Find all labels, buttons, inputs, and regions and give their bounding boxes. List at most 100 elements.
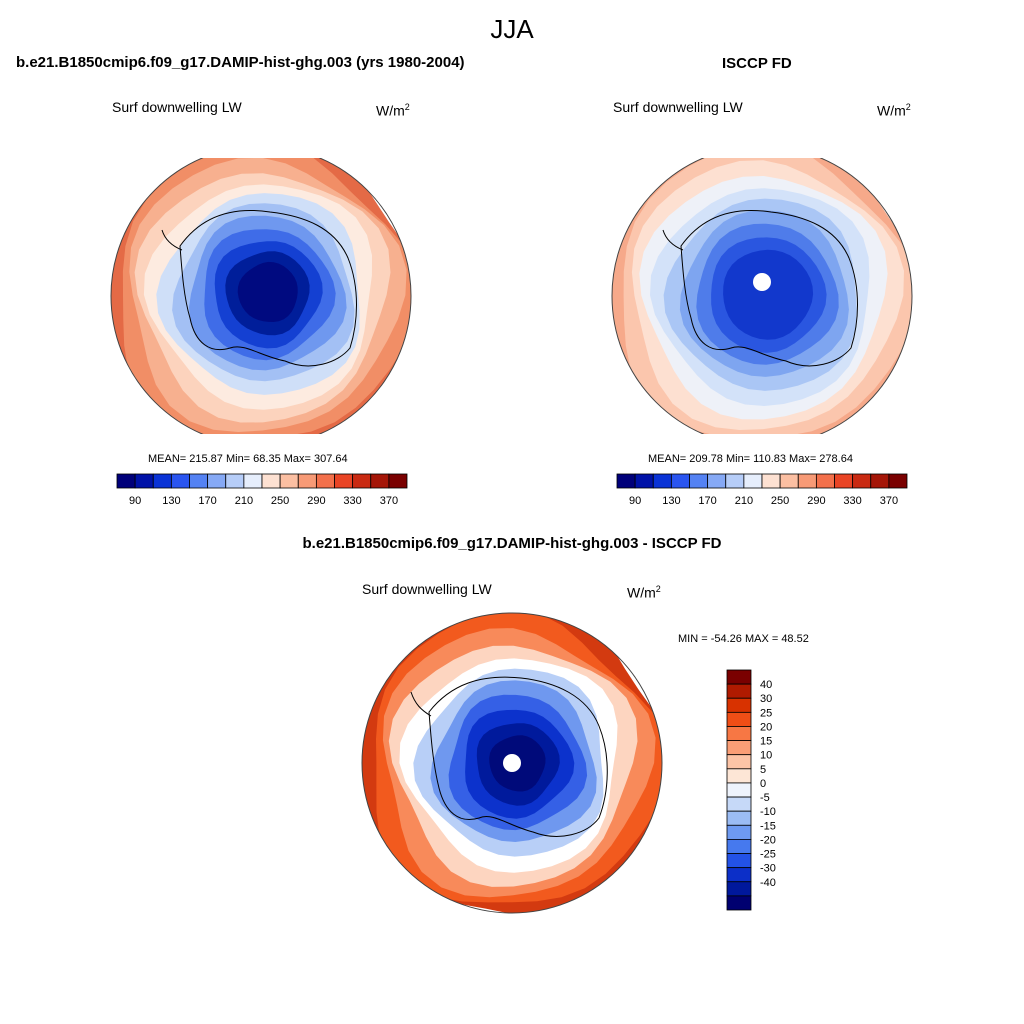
diff-colorbar-box-9	[726, 796, 752, 812]
model-colorbar-box-8	[261, 473, 281, 489]
model-colorbar-tick-label: 210	[235, 495, 253, 507]
obs-unit-exponent: 2	[905, 102, 911, 112]
model-unit-base: W/m	[376, 102, 405, 119]
model-colorbar-box-13	[352, 473, 372, 489]
model-colorbar-box-11	[315, 473, 335, 489]
diff-colorbar-box-0	[726, 669, 752, 685]
obs-colorbar-tick-label: 210	[735, 495, 753, 507]
obs-colorbar-box-5	[707, 473, 727, 489]
obs-colorbar-tick-label: 250	[771, 495, 789, 507]
obs-colorbar-box-15	[888, 473, 908, 489]
diff-colorbar-box-3	[726, 711, 752, 727]
model-coastline	[179, 210, 357, 367]
diff-unit-exponent: 2	[655, 584, 661, 594]
diff-colorbar-box-12	[726, 839, 752, 854]
figure-title: JJA	[490, 14, 534, 44]
model-unit-exponent: 2	[404, 102, 410, 112]
model-colorbar-box-3	[170, 473, 190, 489]
model-colorbar-box-0	[116, 473, 136, 489]
obs-colorbar-box-4	[689, 473, 709, 489]
obs-colorbar-box-8	[761, 473, 781, 489]
diff-colorbar-tick-label: 25	[760, 707, 772, 719]
diff-colorbar-box-5	[726, 740, 752, 756]
diff-colorbar: 40 30 25 20 15 10 5 0 -5 -10 -15 -20 -25 -30 -40	[726, 669, 776, 911]
model-map-border	[110, 158, 412, 434]
obs-colorbar-box-3	[670, 473, 690, 489]
diff-colorbar-tick-label: 5	[760, 764, 766, 776]
model-variable-label: Surf downwelling LW	[112, 99, 242, 115]
diff-variable-label: Surf downwelling LW	[362, 581, 492, 597]
model-colorbar-box-14	[370, 473, 390, 489]
obs-peninsula	[662, 229, 684, 251]
diff-colorbar-box-14	[726, 867, 752, 883]
model-colorbar-box-10	[297, 473, 317, 489]
model-unit-label: W/m2	[376, 102, 410, 119]
model-colorbar-box-12	[334, 473, 354, 489]
diff-colorbar-tick-label: 15	[760, 736, 772, 748]
obs-colorbar-box-11	[815, 473, 835, 489]
obs-unit-base: W/m	[877, 102, 906, 119]
diff-pole-hole	[503, 754, 521, 772]
diff-colorbar-tick-label: 0	[760, 778, 766, 790]
diff-colorbar-box-8	[726, 782, 752, 798]
diff-colorbar-box-7	[726, 768, 752, 784]
diff-colorbar-tick-label: 40	[760, 679, 772, 691]
model-colorbar-tick-label: 130	[162, 495, 180, 507]
obs-unit-label: W/m2	[877, 102, 911, 119]
diff-colorbar-tick-label: -5	[760, 792, 770, 804]
diff-colorbar-box-15	[726, 881, 752, 897]
obs-colorbar-box-0	[616, 473, 636, 489]
model-stats: MEAN= 215.87 Min= 68.35 Max= 307.64	[148, 453, 348, 465]
obs-colorbar-tick-label: 130	[662, 495, 680, 507]
obs-colorbar: 90 130 170 210 250 290 330 370	[616, 473, 908, 507]
model-colorbar-box-15	[388, 473, 408, 489]
obs-colorbar-tick-label: 370	[880, 495, 898, 507]
obs-colorbar-box-14	[870, 473, 890, 489]
obs-colorbar-box-7	[743, 473, 763, 489]
model-colorbar-tick-label: 290	[307, 495, 325, 507]
model-colorbar-box-9	[279, 473, 299, 489]
model-panel-title: b.e21.B1850cmip6.f09_g17.DAMIP-hist-ghg.…	[16, 54, 465, 71]
obs-stats: MEAN= 209.78 Min= 110.83 Max= 278.64	[648, 453, 853, 465]
diff-colorbar-tick-label: -25	[760, 849, 776, 861]
diff-colorbar-box-4	[726, 726, 752, 741]
diff-map-border	[361, 612, 663, 914]
model-peninsula	[161, 229, 183, 251]
model-colorbar: 90 130 170 210 250 290 330 370	[116, 473, 408, 507]
obs-contour-level-9	[723, 249, 814, 340]
obs-colorbar-tick-label: 90	[629, 495, 641, 507]
diff-colorbar-box-2	[726, 697, 752, 713]
obs-colorbar-box-13	[852, 473, 872, 489]
model-colorbar-tick-label: 330	[343, 495, 361, 507]
model-colorbar-tick-label: 250	[271, 495, 289, 507]
diff-colorbar-tick-label: 10	[760, 750, 772, 762]
diff-stats: MIN = -54.26 MAX = 48.52	[678, 633, 809, 645]
obs-map-border	[611, 158, 913, 434]
model-colorbar-box-1	[134, 473, 154, 489]
model-polar-map	[110, 158, 412, 434]
obs-colorbar-box-12	[834, 473, 854, 489]
diff-unit-label: W/m2	[627, 584, 661, 601]
diff-colorbar-box-10	[726, 810, 752, 826]
obs-colorbar-box-1	[634, 473, 654, 489]
obs-colorbar-box-9	[779, 473, 799, 489]
diff-colorbar-box-1	[726, 683, 752, 699]
diff-colorbar-tick-label: -15	[760, 820, 776, 832]
diff-colorbar-box-11	[726, 824, 752, 840]
diff-unit-base: W/m	[627, 584, 656, 601]
model-colorbar-box-7	[243, 473, 263, 489]
obs-colorbar-tick-label: 330	[843, 495, 861, 507]
diff-colorbar-box-13	[726, 853, 752, 869]
model-colorbar-tick-label: 170	[198, 495, 216, 507]
model-contour-level-11	[237, 261, 298, 322]
model-colorbar-tick-label: 370	[380, 495, 398, 507]
diff-colorbar-tick-label: -20	[760, 834, 776, 846]
diff-panel-title: b.e21.B1850cmip6.f09_g17.DAMIP-hist-ghg.…	[302, 535, 722, 552]
diff-colorbar-tick-label: -30	[760, 863, 776, 875]
model-colorbar-box-4	[189, 473, 209, 489]
obs-pole-hole	[753, 273, 771, 291]
obs-colorbar-box-10	[797, 473, 817, 489]
obs-variable-label: Surf downwelling LW	[613, 99, 743, 115]
diff-peninsula	[410, 691, 432, 717]
diff-polar-map	[361, 612, 663, 914]
